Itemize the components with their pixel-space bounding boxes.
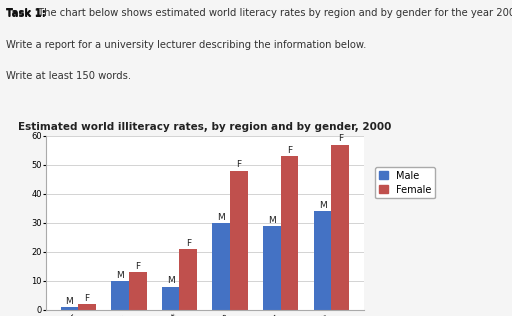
Bar	[180, 249, 197, 310]
Text: F: F	[287, 146, 292, 155]
Bar	[263, 226, 281, 310]
Text: Write a report for a university lecturer describing the information below.: Write a report for a university lecturer…	[6, 40, 367, 50]
Text: F: F	[186, 239, 191, 248]
Text: F: F	[338, 134, 343, 143]
Text: M: M	[167, 276, 175, 285]
Text: M: M	[218, 213, 225, 222]
Bar	[60, 307, 78, 310]
Bar	[129, 272, 146, 310]
Text: M: M	[116, 270, 124, 280]
Text: Task 1:: Task 1:	[6, 8, 46, 18]
Text: M: M	[268, 216, 276, 224]
Text: M: M	[318, 201, 326, 210]
Bar	[314, 211, 331, 310]
Text: M: M	[66, 297, 73, 306]
Bar	[111, 281, 129, 310]
Bar	[281, 156, 298, 310]
Text: F: F	[237, 161, 242, 169]
Text: Task 1:: Task 1:	[6, 9, 46, 19]
Text: F: F	[84, 294, 90, 303]
Title: Estimated world illiteracy rates, by region and by gender, 2000: Estimated world illiteracy rates, by reg…	[18, 122, 392, 132]
Text: Write at least 150 words.: Write at least 150 words.	[6, 71, 131, 81]
Bar	[162, 287, 180, 310]
Bar	[78, 304, 96, 310]
Text: The chart below shows estimated world literacy rates by region and by gender for: The chart below shows estimated world li…	[35, 8, 512, 18]
Bar	[230, 171, 248, 310]
Legend: Male, Female: Male, Female	[375, 167, 435, 198]
Bar	[331, 144, 349, 310]
Text: F: F	[135, 262, 140, 271]
Bar	[212, 223, 230, 310]
